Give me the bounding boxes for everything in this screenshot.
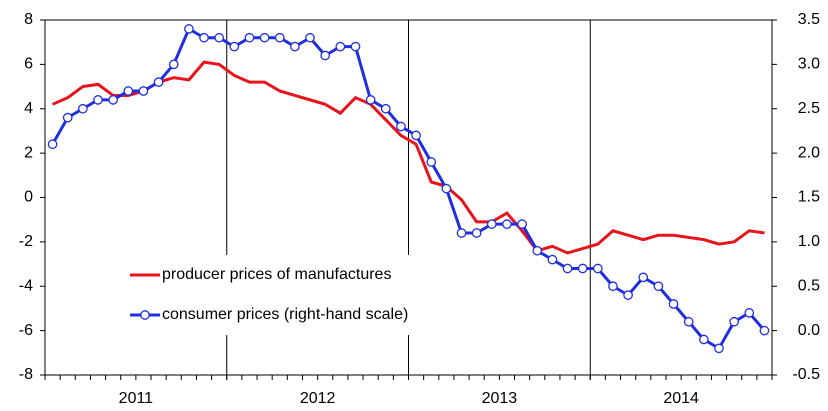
data-point (350, 41, 361, 52)
data-point (290, 41, 300, 52)
data-point (486, 219, 497, 229)
data-point (380, 103, 391, 114)
data-point (335, 41, 346, 52)
y2-tick-label: 0.0 (798, 322, 820, 339)
data-point (229, 41, 240, 52)
y-tick-label: -4 (19, 277, 33, 294)
data-point (729, 316, 739, 327)
data-point (668, 299, 679, 309)
data-point (320, 50, 331, 61)
data-point (138, 86, 149, 96)
y2-tick-label: 1.5 (798, 189, 820, 206)
data-point (759, 325, 770, 336)
y2-tick-label: 3.5 (798, 11, 820, 28)
data-point (456, 228, 467, 238)
y-tick-label: 2 (24, 144, 33, 161)
data-point (199, 32, 209, 43)
y2-tick-label: -0.5 (792, 366, 820, 383)
data-point (608, 281, 618, 292)
y-tick-label: 6 (24, 56, 33, 73)
x-period-label: 2012 (300, 390, 336, 407)
data-point (365, 95, 376, 105)
data-point (78, 103, 88, 114)
data-point (471, 228, 482, 238)
legend-marker (140, 310, 150, 320)
y-tick-label: -8 (19, 366, 33, 383)
data-point (259, 32, 270, 43)
data-point (744, 308, 755, 318)
data-point (396, 121, 406, 132)
data-point (108, 95, 119, 105)
data-point (532, 245, 543, 256)
y-tick-label: -2 (19, 233, 33, 250)
data-point (623, 290, 633, 300)
y-tick-label: 4 (24, 100, 33, 117)
data-point (653, 281, 664, 292)
data-point (714, 343, 724, 354)
data-point (411, 130, 421, 141)
legend-label: producer prices of manufactures (162, 266, 391, 283)
legend-label: consumer prices (right-hand scale) (162, 306, 408, 323)
y-tick-label: -6 (19, 322, 33, 339)
y2-tick-label: 2.5 (798, 100, 820, 117)
data-point (547, 254, 558, 265)
data-point (305, 32, 315, 43)
data-point (502, 219, 512, 229)
series-line (51, 60, 765, 255)
data-point (441, 183, 452, 194)
data-point (517, 219, 527, 229)
data-point (93, 95, 103, 105)
x-period-label: 2011 (119, 390, 154, 407)
data-point (577, 263, 588, 274)
data-point (638, 272, 649, 283)
legend-box (100, 255, 480, 335)
x-period-label: 2013 (482, 390, 518, 407)
data-point (698, 334, 709, 345)
data-point (214, 32, 225, 43)
data-point (168, 59, 179, 70)
x-period-label: 2014 (663, 390, 699, 407)
data-point (123, 86, 134, 96)
y2-tick-label: 2.0 (798, 144, 820, 161)
data-point (562, 263, 573, 274)
y-tick-label: 8 (24, 11, 33, 28)
data-point (683, 316, 694, 327)
data-point (153, 77, 164, 87)
y2-tick-label: 0.5 (798, 277, 820, 294)
data-point (426, 157, 437, 167)
data-point (47, 139, 58, 150)
data-point (244, 32, 255, 43)
y-tick-label: 0 (24, 189, 33, 206)
data-point (184, 24, 194, 34)
y2-tick-label: 3.0 (798, 56, 820, 73)
data-point (274, 32, 285, 43)
data-point (62, 112, 73, 123)
data-point (592, 263, 603, 274)
y2-tick-label: 1.0 (798, 233, 820, 250)
